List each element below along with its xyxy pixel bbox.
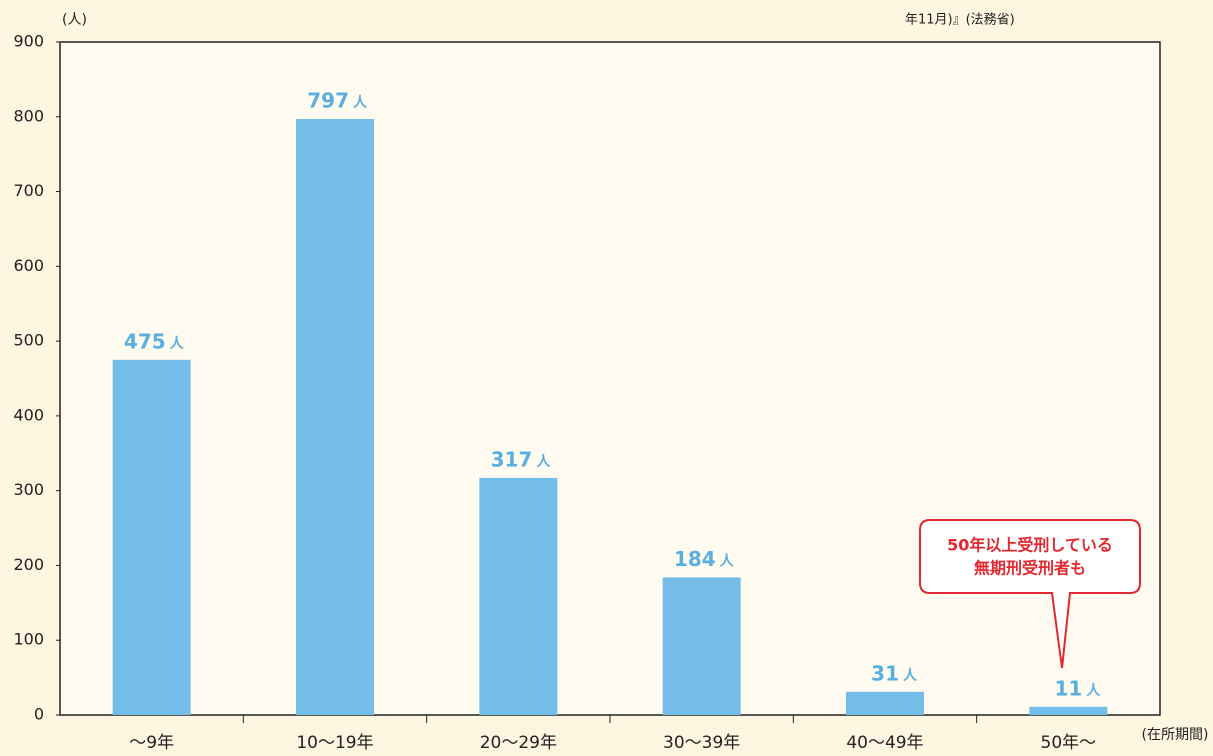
callout: 50年以上受刑している 無期刑受刑者も: [919, 519, 1141, 669]
y-tick-label: 600: [13, 256, 44, 275]
y-tick-label: 200: [13, 555, 44, 574]
y-tick-label: 400: [13, 405, 44, 424]
data-label-unit: 人: [1086, 682, 1101, 699]
annotation-line: 無期刑受刑者も: [974, 559, 1086, 578]
data-label-unit: 人: [720, 552, 735, 569]
y-tick-label: 500: [13, 331, 44, 350]
data-label: 11: [1054, 676, 1082, 700]
data-label-unit: 人: [170, 335, 185, 352]
bar: [479, 477, 558, 715]
y-tick-label: 100: [13, 630, 44, 649]
bar: [662, 577, 741, 715]
source-note: 年11月)』(法務省): [905, 13, 1015, 28]
bar: [846, 691, 924, 715]
x-tick-label: 40〜49年: [846, 733, 923, 753]
x-axis-label: (在所期間): [1142, 727, 1209, 743]
x-tick-label: 30〜39年: [663, 733, 740, 753]
x-tick-label: 50年〜: [1041, 733, 1097, 753]
data-label: 317: [491, 447, 533, 471]
plot-area: [59, 41, 1161, 716]
bar: [112, 359, 191, 715]
y-tick-label: 700: [13, 181, 44, 200]
annotation-line: 50年以上受刑している: [947, 536, 1113, 555]
x-tick-label: 20〜29年: [480, 733, 557, 753]
data-label-unit: 人: [536, 453, 551, 470]
data-label: 184: [674, 547, 716, 571]
data-label: 31: [871, 661, 899, 685]
y-tick-label: 300: [13, 480, 44, 499]
data-label-unit: 人: [353, 94, 368, 111]
y-tick-label: 900: [13, 32, 44, 51]
data-label: 475: [124, 329, 166, 353]
y-tick-label: 0: [34, 705, 44, 724]
x-tick-label: 〜9年: [129, 733, 174, 753]
x-tick-label: 10〜19年: [296, 733, 373, 753]
callout-box: [919, 519, 1141, 669]
data-label-unit: 人: [903, 667, 918, 684]
bar: [1029, 706, 1108, 715]
y-axis-label: (人): [62, 12, 87, 28]
bar: [296, 119, 374, 715]
y-tick-label: 800: [13, 106, 44, 125]
data-label: 797: [307, 89, 349, 113]
